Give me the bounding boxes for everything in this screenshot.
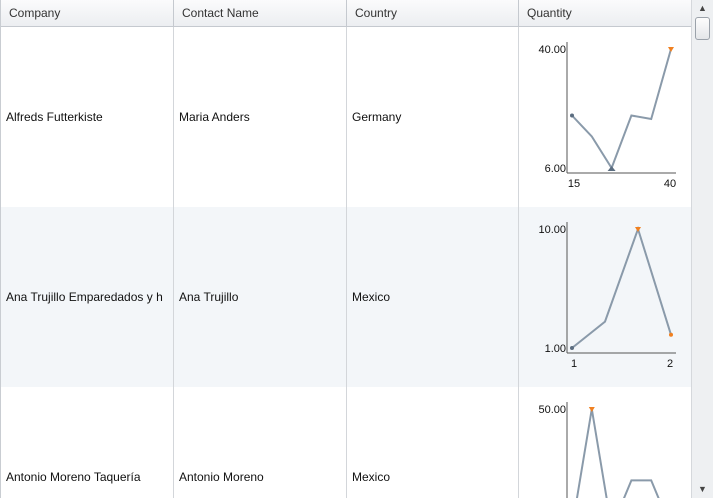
contact-name-cell: Maria Anders (174, 27, 347, 207)
first-point-marker (570, 113, 574, 118)
company-cell: Alfreds Futterkiste (1, 27, 174, 207)
down-arrow-icon[interactable]: ▼ (698, 484, 707, 494)
country-cell: Germany (347, 27, 519, 207)
column-header-quantity[interactable]: Quantity (527, 6, 572, 20)
company-cell: Ana Trujillo Emparedados y h (1, 207, 174, 387)
sparkline-series (571, 48, 672, 171)
y-max-label: 40.00 (538, 44, 566, 56)
column-header-company[interactable]: Company (1, 0, 174, 27)
sparkline-series (575, 408, 660, 498)
up-arrow-icon[interactable]: ▲ (698, 3, 707, 13)
x-min-label: 15 (568, 178, 580, 190)
company-cell: Antonio Moreno Taquería (1, 387, 174, 498)
sparkline-series (571, 225, 672, 349)
quantity-cell: 10.00 1.00 1 2 (519, 207, 691, 387)
data-grid: Company Contact Name Country Quantity Al… (0, 0, 691, 498)
y-max-label: 10.00 (538, 224, 566, 236)
column-header-contact-name[interactable]: Contact Name (174, 0, 347, 27)
x-max-label: 40 (664, 178, 676, 190)
country-cell: Mexico (347, 387, 519, 498)
grid-header: Company Contact Name Country Quantity (1, 0, 691, 27)
contact-name-cell: Antonio Moreno (174, 387, 347, 498)
max-marker (635, 227, 641, 232)
quantity-cell: 50.00 (519, 387, 691, 498)
country-cell: Mexico (347, 207, 519, 387)
column-header-country[interactable]: Country (347, 0, 519, 27)
vertical-scrollbar[interactable]: ▲ ▼ (691, 0, 713, 498)
max-marker (588, 407, 595, 412)
table-row[interactable]: Antonio Moreno Taquería Antonio Moreno M… (1, 387, 691, 498)
scrollbar-thumb[interactable] (695, 17, 710, 40)
y-max-label: 50.00 (538, 404, 566, 416)
y-min-label: 6.00 (545, 163, 566, 175)
min-marker (607, 166, 616, 171)
x-max-label: 2 (667, 358, 673, 370)
quantity-sparkline: 50.00 (538, 402, 660, 498)
table-row[interactable]: Alfreds Futterkiste Maria Anders Germany… (1, 27, 691, 207)
y-min-label: 1.00 (545, 343, 566, 355)
max-marker (668, 47, 674, 52)
last-point-marker (669, 332, 673, 337)
quantity-sparkline: 10.00 1.00 1 2 (538, 222, 676, 370)
x-min-label: 1 (571, 358, 577, 370)
table-row[interactable]: Ana Trujillo Emparedados y h Ana Trujill… (1, 207, 691, 387)
quantity-cell: 40.00 6.00 15 40 (519, 27, 691, 207)
first-point-marker (570, 346, 574, 350)
contact-name-cell: Ana Trujillo (174, 207, 347, 387)
